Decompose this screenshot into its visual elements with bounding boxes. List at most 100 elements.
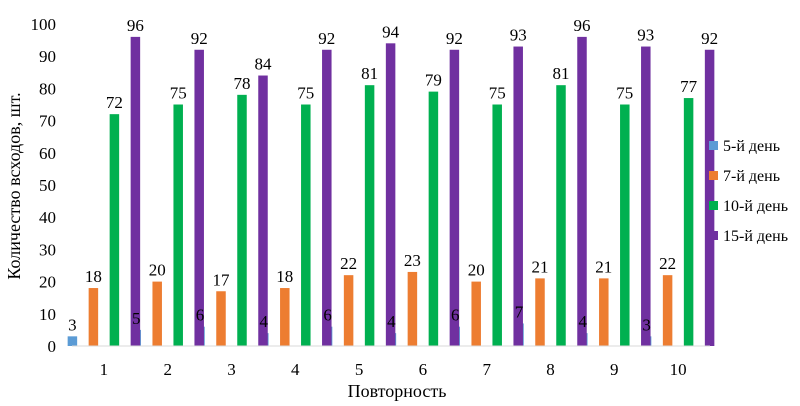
x-axis-ticks: 1 2 3 4 5 6 7 8 9 10 bbox=[100, 360, 687, 379]
data-label: 75 bbox=[170, 84, 187, 103]
data-label: 18 bbox=[85, 267, 102, 286]
data-label: 5 bbox=[132, 309, 141, 328]
data-label: 21 bbox=[532, 257, 549, 276]
bar bbox=[280, 288, 290, 346]
data-label: 75 bbox=[489, 84, 506, 103]
y-axis-title: Количество всходов, шт. bbox=[4, 92, 24, 279]
bars bbox=[67, 36, 715, 347]
y-axis-ticks: 0 10 20 30 40 50 60 70 80 90 100 bbox=[31, 15, 57, 356]
data-label: 72 bbox=[106, 93, 123, 112]
data-label: 75 bbox=[616, 84, 633, 103]
bar bbox=[471, 281, 481, 346]
data-label: 21 bbox=[595, 257, 612, 276]
y-tick-label: 60 bbox=[39, 144, 56, 163]
x-tick-label: 9 bbox=[610, 360, 619, 379]
data-label: 78 bbox=[234, 74, 251, 93]
data-label: 93 bbox=[637, 26, 654, 45]
x-tick-label: 10 bbox=[670, 360, 687, 379]
data-label: 20 bbox=[468, 261, 485, 280]
data-label: 77 bbox=[680, 77, 698, 96]
bar bbox=[364, 85, 375, 347]
data-label: 6 bbox=[323, 306, 332, 325]
y-tick-label: 10 bbox=[39, 305, 56, 324]
bar bbox=[556, 85, 566, 347]
bar bbox=[301, 104, 311, 346]
data-label: 23 bbox=[404, 251, 421, 270]
data-label: 17 bbox=[213, 270, 231, 289]
bar bbox=[492, 104, 502, 346]
x-tick-label: 1 bbox=[100, 360, 109, 379]
bar bbox=[704, 49, 715, 346]
data-label: 96 bbox=[127, 16, 144, 35]
bar bbox=[599, 278, 609, 346]
bar bbox=[194, 49, 204, 346]
legend: 5-й день 7-й день 10-й день 15-й день bbox=[709, 138, 788, 245]
data-label: 22 bbox=[659, 254, 676, 273]
data-label: 75 bbox=[297, 84, 314, 103]
data-label: 3 bbox=[642, 315, 651, 334]
data-label: 92 bbox=[191, 29, 208, 48]
y-tick-label: 70 bbox=[39, 112, 56, 131]
legend-label: 7-й день bbox=[723, 168, 780, 185]
legend-label: 15-й день bbox=[723, 228, 788, 245]
data-label: 18 bbox=[276, 267, 293, 286]
data-label: 84 bbox=[255, 55, 273, 74]
x-tick-label: 4 bbox=[291, 360, 300, 379]
data-label: 6 bbox=[451, 306, 460, 325]
bar bbox=[322, 49, 332, 346]
data-label: 92 bbox=[701, 29, 718, 48]
bar bbox=[428, 91, 439, 347]
bar bbox=[258, 75, 268, 347]
bar bbox=[173, 104, 183, 346]
y-tick-label: 80 bbox=[39, 79, 56, 98]
bar bbox=[343, 275, 354, 346]
bar bbox=[620, 104, 630, 346]
data-label: 22 bbox=[340, 254, 357, 273]
bar bbox=[513, 46, 523, 346]
data-label: 94 bbox=[382, 22, 400, 41]
y-tick-label: 90 bbox=[39, 47, 56, 66]
x-tick-label: 3 bbox=[227, 360, 236, 379]
data-labels: 3 5 6 4 6 4 6 7 4 3 18 20 17 18 22 23 20 21 21 22 72 75 78 75 81… bbox=[68, 16, 718, 334]
x-tick-label: 6 bbox=[419, 360, 428, 379]
data-label: 79 bbox=[425, 71, 442, 90]
data-label: 92 bbox=[318, 29, 335, 48]
bar bbox=[385, 43, 396, 346]
data-label: 6 bbox=[196, 306, 205, 325]
bar bbox=[67, 336, 78, 346]
bar bbox=[130, 36, 141, 346]
data-label: 3 bbox=[68, 315, 77, 334]
y-tick-label: 40 bbox=[39, 208, 56, 227]
data-label: 20 bbox=[149, 261, 166, 280]
x-axis-title: Повторность bbox=[348, 381, 447, 401]
data-label: 81 bbox=[361, 64, 378, 83]
legend-swatch bbox=[709, 201, 718, 210]
y-tick-label: 30 bbox=[39, 240, 56, 259]
x-tick-label: 8 bbox=[546, 360, 555, 379]
data-label: 4 bbox=[579, 312, 588, 331]
x-tick-label: 2 bbox=[163, 360, 172, 379]
bar bbox=[662, 275, 673, 346]
bar bbox=[152, 281, 162, 346]
bar bbox=[449, 49, 460, 346]
data-label: 81 bbox=[553, 64, 570, 83]
y-tick-label: 20 bbox=[39, 273, 56, 292]
bar bbox=[407, 271, 418, 346]
bar bbox=[88, 288, 99, 346]
bar bbox=[535, 278, 545, 346]
legend-label: 10-й день bbox=[723, 198, 788, 215]
bar bbox=[237, 94, 247, 346]
y-tick-label: 100 bbox=[31, 15, 57, 34]
data-label: 96 bbox=[574, 16, 591, 35]
legend-label: 5-й день bbox=[723, 138, 780, 155]
bar bbox=[641, 46, 651, 346]
data-label: 93 bbox=[510, 26, 527, 45]
legend-swatch bbox=[709, 231, 718, 240]
y-tick-label: 0 bbox=[48, 337, 57, 356]
data-label: 92 bbox=[446, 29, 463, 48]
legend-swatch bbox=[709, 141, 718, 150]
bar bbox=[216, 291, 226, 346]
x-tick-label: 5 bbox=[355, 360, 364, 379]
